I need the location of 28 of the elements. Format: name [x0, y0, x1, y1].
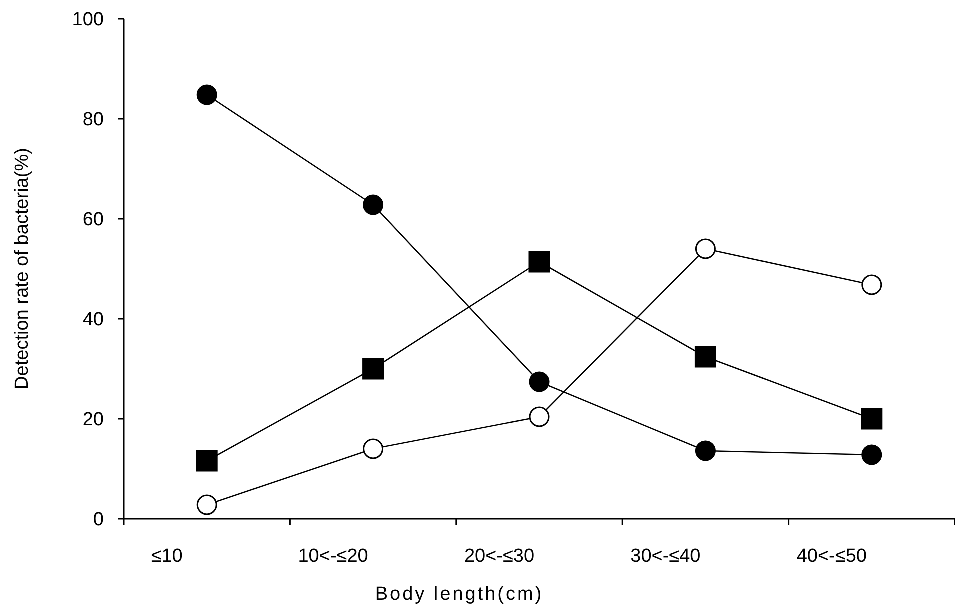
point	[529, 372, 550, 392]
x-tick-label: 40<-≤50	[796, 546, 867, 567]
y-tick-label: 80	[82, 110, 104, 131]
point	[196, 450, 218, 472]
x-tick-label: 30<-≤40	[630, 546, 701, 567]
point	[694, 346, 716, 368]
point	[862, 444, 882, 466]
point	[363, 194, 384, 216]
point	[196, 84, 218, 106]
point	[196, 494, 218, 516]
point	[862, 274, 882, 296]
x-axis-title: Body length(cm)	[375, 584, 544, 605]
point	[363, 438, 384, 460]
x-tick-label: ≤10	[151, 546, 183, 567]
x-tick-label: 20<-≤30	[464, 546, 535, 567]
y-tick-label: 100	[72, 10, 104, 31]
point	[362, 358, 384, 380]
point	[528, 251, 550, 273]
point	[695, 440, 716, 462]
point	[861, 408, 883, 430]
y-tick-label: 60	[82, 210, 104, 231]
point	[529, 406, 550, 428]
y-tick-label: 0	[93, 510, 104, 531]
y-axis-title: Detection rate of bacteria(%)	[12, 148, 33, 390]
y-tick-label: 20	[82, 410, 104, 431]
point	[695, 238, 716, 260]
x-tick-label: 10<-≤20	[298, 546, 368, 567]
y-tick-label: 40	[82, 310, 104, 331]
